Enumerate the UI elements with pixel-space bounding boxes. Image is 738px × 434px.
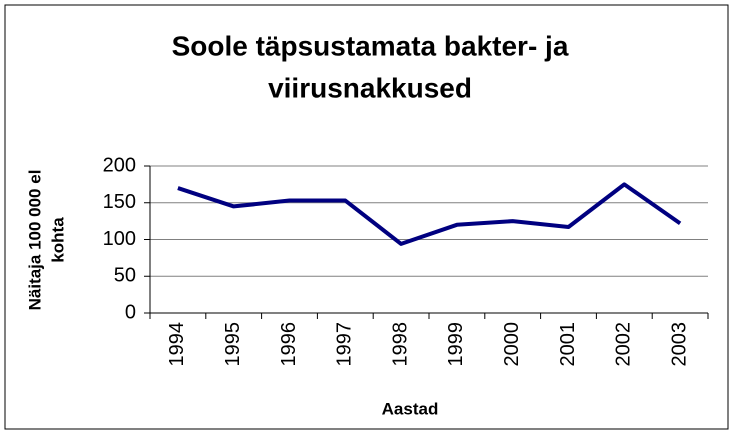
x-tick-label: 1994 (166, 322, 188, 367)
y-axis-label: kohta (48, 217, 67, 263)
x-tick-label: 1999 (445, 322, 467, 367)
x-tick-label: 2001 (557, 322, 579, 367)
x-tick-label: 1995 (222, 322, 244, 367)
x-tick-label: 1997 (334, 322, 356, 367)
y-tick-label: 0 (125, 301, 136, 323)
x-tick-label: 2002 (613, 322, 635, 367)
x-tick-label: 1996 (278, 322, 300, 367)
chart-title: viirusnakkused (268, 72, 472, 103)
y-tick-label: 100 (103, 228, 136, 250)
chart-title: Soole täpsustamata bakter- ja (172, 30, 569, 61)
x-axis-label: Aastad (382, 399, 439, 418)
x-tick-label: 2003 (668, 322, 690, 367)
x-tick-label: 2000 (501, 322, 523, 367)
y-tick-label: 150 (103, 191, 136, 213)
y-axis-label: Näitaja 100 000 el (25, 170, 44, 311)
data-line (177, 182, 682, 246)
x-tick-label: 1998 (389, 322, 411, 367)
y-tick-label: 50 (114, 265, 136, 287)
y-tick-label: 200 (103, 154, 136, 176)
